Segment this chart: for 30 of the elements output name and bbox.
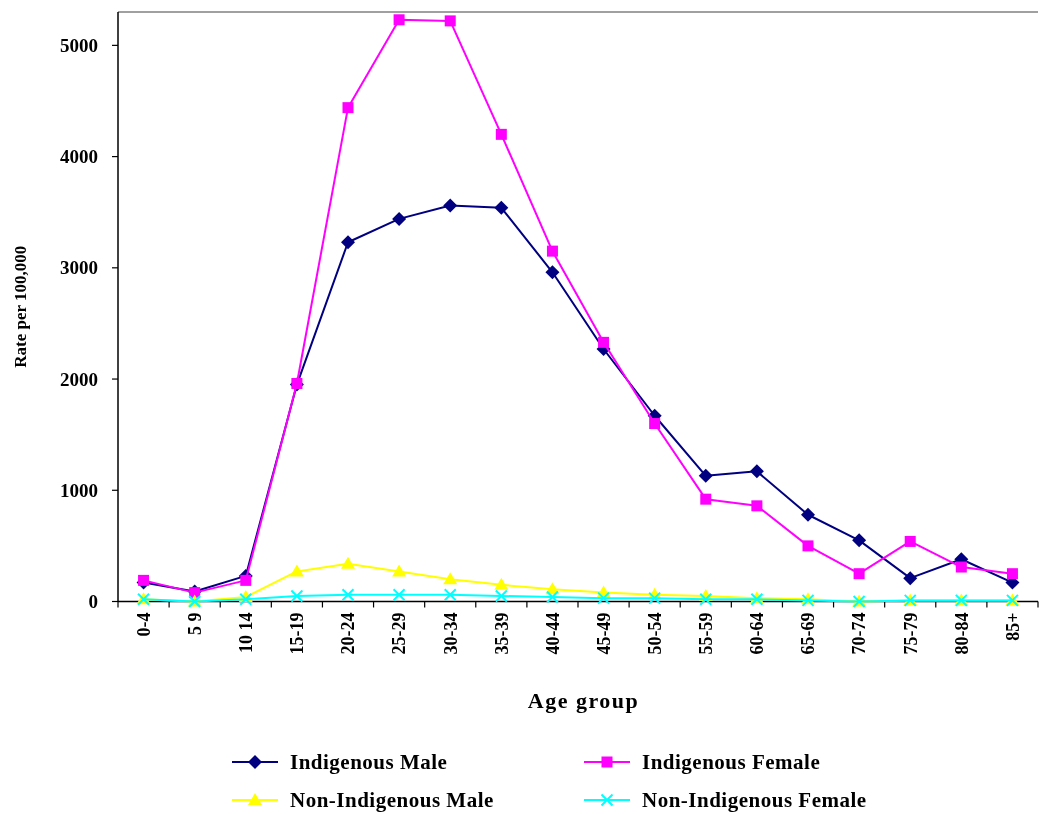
legend-label: Non-Indigenous Male <box>290 788 494 813</box>
legend-label: Indigenous Male <box>290 750 448 775</box>
y-tick-label: 1000 <box>60 479 98 501</box>
y-tick-label: 5000 <box>60 35 98 57</box>
y-tick-label: 2000 <box>60 368 98 390</box>
y-tick-label: 3000 <box>60 257 98 279</box>
x-tick-label: 45-49 <box>593 612 614 655</box>
x-tick-label: 25-29 <box>389 612 410 655</box>
legend-label: Indigenous Female <box>642 750 821 775</box>
x-tick-label: 55-59 <box>696 612 717 655</box>
x-tick-label: 70-74 <box>849 612 870 655</box>
x-tick-label: 35-39 <box>491 612 512 655</box>
y-tick-label: 0 <box>88 591 98 613</box>
x-tick-label: 75-79 <box>900 612 921 655</box>
x-tick-label: 15-19 <box>287 612 308 655</box>
x-tick-label: 30-34 <box>440 612 461 655</box>
x-tick-label: 10 14 <box>236 612 257 653</box>
y-axis-title: Rate per 100,000 <box>11 245 30 368</box>
x-tick-label: 5 9 <box>184 612 205 635</box>
x-tick-label: 20-24 <box>338 612 359 655</box>
y-tick-label: 4000 <box>60 146 98 168</box>
x-tick-label: 65-69 <box>798 612 819 655</box>
x-tick-label: 85+ <box>1002 612 1023 641</box>
x-axis-title: Age group <box>527 688 640 713</box>
x-tick-label: 0-4 <box>133 612 154 637</box>
x-tick-label: 80-84 <box>951 612 972 655</box>
x-tick-label: 40-44 <box>542 612 563 655</box>
x-tick-label: 50-54 <box>644 612 665 655</box>
x-tick-label: 60-64 <box>747 612 768 655</box>
legend-label: Non-Indigenous Female <box>642 788 867 813</box>
